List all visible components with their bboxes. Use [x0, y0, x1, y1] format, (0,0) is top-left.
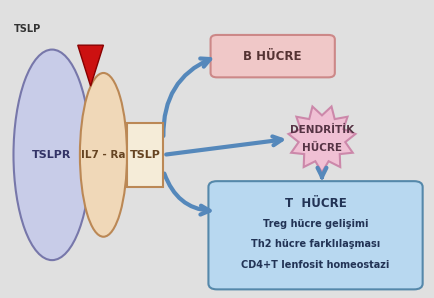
FancyBboxPatch shape — [127, 123, 164, 187]
Text: TSLPR: TSLPR — [33, 150, 72, 160]
Text: Treg hücre gelişimi: Treg hücre gelişimi — [263, 218, 368, 229]
FancyBboxPatch shape — [208, 181, 423, 289]
Text: TSLP: TSLP — [130, 150, 161, 160]
Ellipse shape — [13, 49, 91, 260]
Text: IL7 - Ra: IL7 - Ra — [81, 150, 126, 160]
Text: TSLP: TSLP — [13, 24, 41, 34]
Polygon shape — [78, 45, 103, 86]
Text: Th2 hücre farklılaşması: Th2 hücre farklılaşması — [251, 239, 380, 249]
Ellipse shape — [80, 73, 127, 237]
Text: CD4+T lenfosit homeostazi: CD4+T lenfosit homeostazi — [241, 260, 390, 269]
Text: T  HÜCRE: T HÜCRE — [285, 197, 346, 209]
Text: HÜCRE: HÜCRE — [302, 142, 342, 153]
FancyBboxPatch shape — [210, 35, 335, 77]
Text: DENDRİTİK: DENDRİTİK — [290, 125, 354, 135]
Text: B HÜCRE: B HÜCRE — [243, 50, 302, 63]
Polygon shape — [289, 106, 355, 173]
